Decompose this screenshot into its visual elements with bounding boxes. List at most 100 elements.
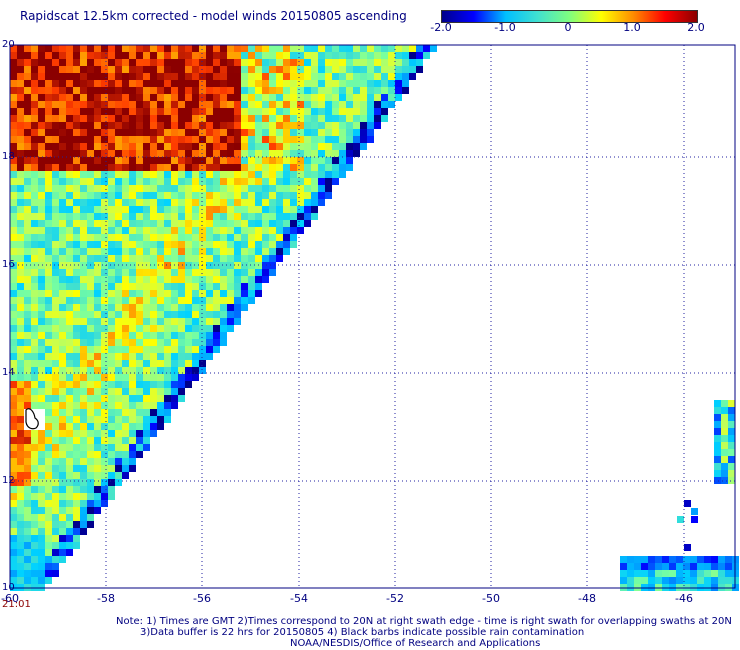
wind-cell	[17, 136, 24, 143]
wind-cell	[157, 241, 164, 248]
wind-cell	[192, 52, 199, 59]
latitude-label: 10	[2, 582, 15, 593]
wind-cell	[283, 171, 290, 178]
wind-cell	[157, 101, 164, 108]
wind-cell	[164, 374, 171, 381]
wind-cell	[122, 311, 129, 318]
wind-cell	[171, 178, 178, 185]
wind-cell	[108, 248, 115, 255]
wind-cell	[108, 388, 115, 395]
wind-cell	[17, 360, 24, 367]
wind-cell	[80, 304, 87, 311]
wind-cell	[332, 101, 339, 108]
wind-cell	[101, 283, 108, 290]
wind-cell	[234, 255, 241, 262]
wind-cell	[122, 115, 129, 122]
wind-cell	[59, 122, 66, 129]
wind-cell	[714, 428, 721, 435]
wind-cell	[206, 136, 213, 143]
wind-cell	[143, 409, 150, 416]
wind-cell	[283, 66, 290, 73]
wind-cell	[234, 234, 241, 241]
wind-cell	[199, 80, 206, 87]
wind-cell	[213, 171, 220, 178]
wind-cell	[87, 255, 94, 262]
wind-cell	[94, 66, 101, 73]
wind-cell	[199, 269, 206, 276]
wind-cell	[171, 80, 178, 87]
wind-cell	[45, 248, 52, 255]
wind-cell	[213, 311, 220, 318]
wind-cell	[150, 115, 157, 122]
wind-cell	[45, 444, 52, 451]
wind-cell	[31, 381, 38, 388]
wind-cell	[80, 437, 87, 444]
wind-cell	[45, 290, 52, 297]
wind-cell	[164, 318, 171, 325]
wind-cell	[220, 206, 227, 213]
wind-cell	[87, 451, 94, 458]
wind-cell	[87, 430, 94, 437]
wind-cell	[129, 395, 136, 402]
wind-cell	[31, 542, 38, 549]
wind-cell	[241, 304, 248, 311]
wind-cell	[234, 94, 241, 101]
wind-cell	[241, 297, 248, 304]
wind-cell	[10, 388, 17, 395]
wind-cell	[122, 388, 129, 395]
wind-cell	[276, 122, 283, 129]
wind-cell	[94, 73, 101, 80]
wind-cell	[66, 472, 73, 479]
wind-cell	[297, 143, 304, 150]
wind-cell	[101, 115, 108, 122]
wind-cell	[101, 241, 108, 248]
wind-cell	[143, 269, 150, 276]
wind-cell	[143, 94, 150, 101]
wind-cell	[136, 409, 143, 416]
wind-cell	[94, 234, 101, 241]
wind-cell	[388, 80, 395, 87]
wind-cell	[115, 283, 122, 290]
wind-cell	[17, 318, 24, 325]
wind-cell	[150, 367, 157, 374]
wind-cell	[290, 185, 297, 192]
wind-cell	[255, 87, 262, 94]
wind-cell	[150, 325, 157, 332]
wind-cell	[269, 185, 276, 192]
wind-cell	[164, 101, 171, 108]
wind-cell	[381, 94, 388, 101]
wind-cell	[24, 521, 31, 528]
wind-cell	[255, 52, 262, 59]
wind-cell	[59, 101, 66, 108]
wind-cell	[171, 150, 178, 157]
wind-cell	[213, 178, 220, 185]
wind-cell	[10, 45, 17, 52]
wind-cell	[213, 136, 220, 143]
wind-cell	[80, 122, 87, 129]
wind-cell	[206, 353, 213, 360]
wind-cell	[10, 339, 17, 346]
wind-cell	[45, 171, 52, 178]
wind-cell	[94, 346, 101, 353]
wind-cell	[325, 164, 332, 171]
wind-cell	[73, 101, 80, 108]
wind-cell	[17, 59, 24, 66]
wind-cell	[269, 269, 276, 276]
wind-cell	[24, 87, 31, 94]
wind-cell	[122, 157, 129, 164]
wind-cell	[721, 428, 728, 435]
wind-cell	[38, 507, 45, 514]
wind-cell	[31, 108, 38, 115]
wind-cell	[73, 395, 80, 402]
wind-cell	[87, 409, 94, 416]
wind-cell	[52, 388, 59, 395]
wind-cell	[234, 66, 241, 73]
wind-cell	[24, 549, 31, 556]
wind-cell	[66, 262, 73, 269]
wind-cell	[73, 220, 80, 227]
wind-cell	[220, 94, 227, 101]
wind-cell	[220, 311, 227, 318]
wind-cell	[220, 143, 227, 150]
wind-cell	[115, 367, 122, 374]
wind-cell	[59, 500, 66, 507]
